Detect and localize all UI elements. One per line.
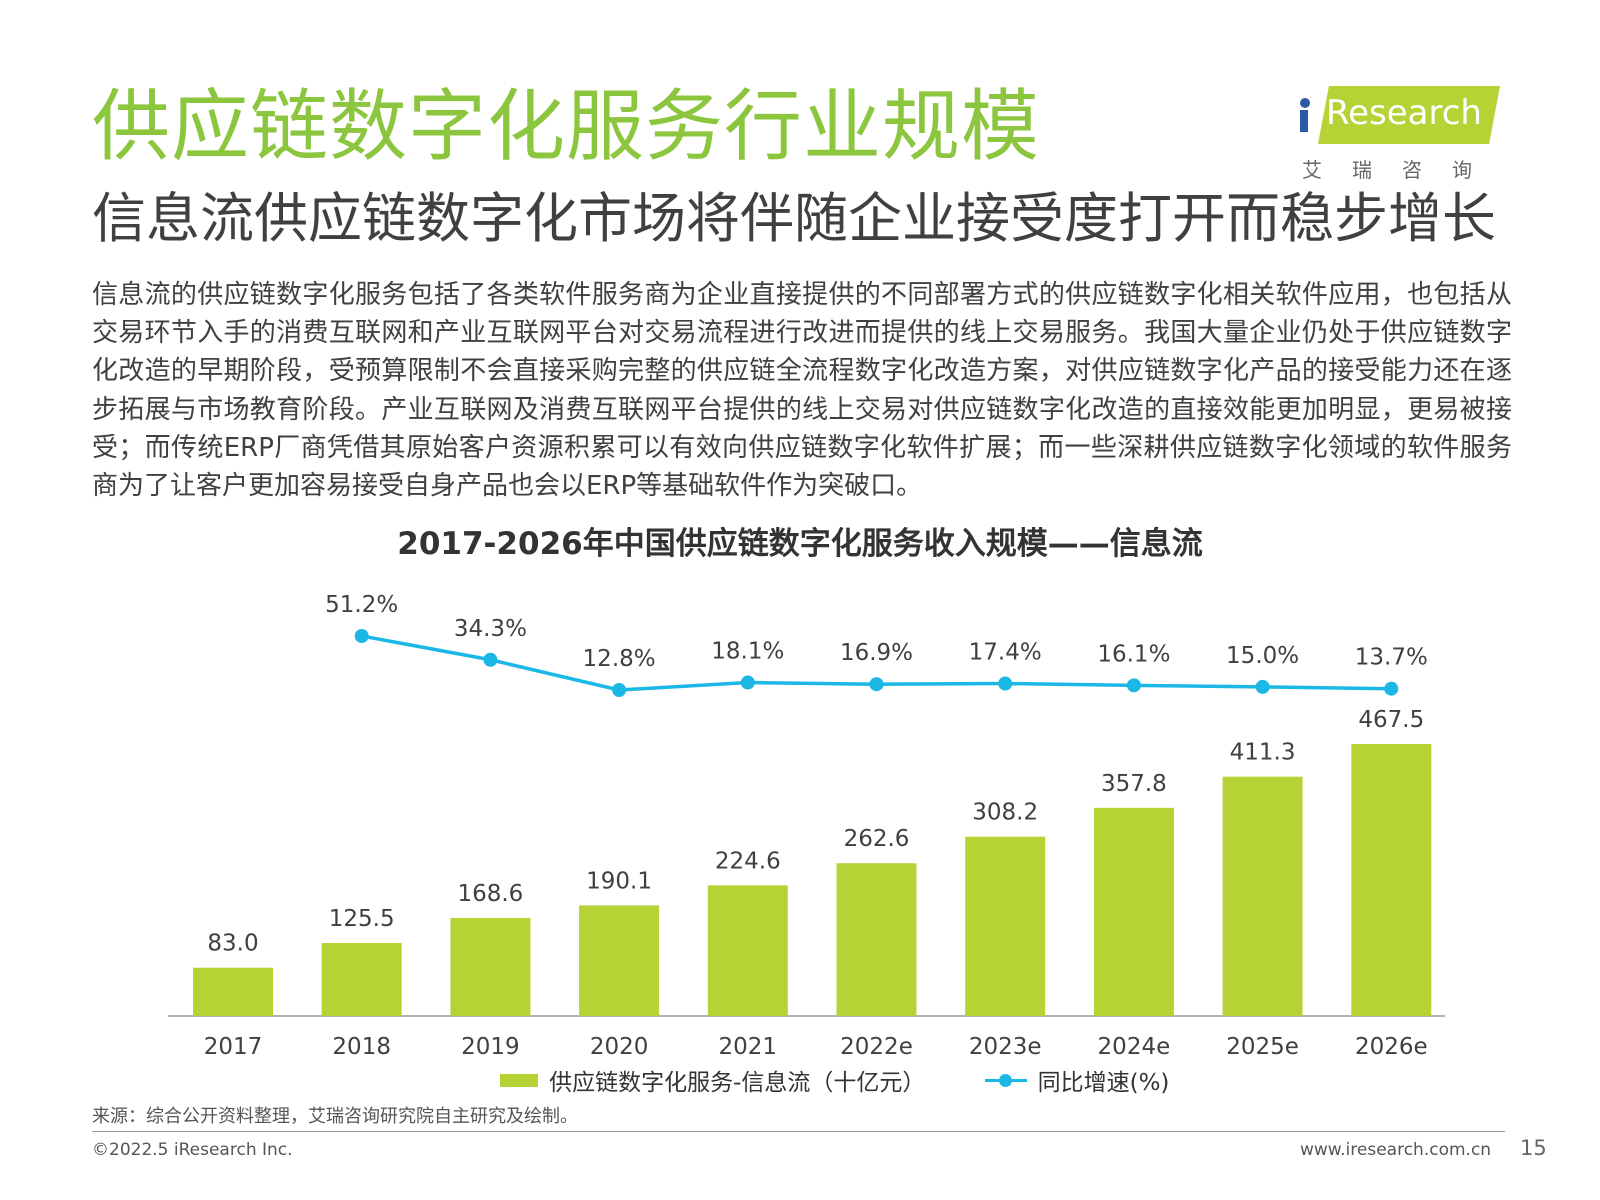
legend-swatch-bar [500, 1073, 538, 1087]
description-paragraph: 信息流的供应链数字化服务包括了各类软件服务商为企业直接提供的不同部署方式的供应链… [92, 280, 1512, 502]
bar-2024e [1093, 807, 1174, 1016]
growth-point-2024e [1126, 678, 1141, 693]
x-tick-label-2022e: 2022e [840, 1034, 913, 1060]
x-tick-label-2021: 2021 [719, 1034, 778, 1060]
x-tick-label-2024e: 2024e [1098, 1034, 1171, 1060]
growth-label-2023e: 17.4% [969, 640, 1042, 666]
growth-label-2021: 18.1% [711, 639, 784, 665]
legend-item-line: 同比增速(%) [984, 1063, 1170, 1097]
x-tick-label-2020: 2020 [590, 1034, 649, 1060]
bar-2020 [579, 905, 660, 1016]
growth-point-2019 [483, 652, 498, 667]
bar-value-label-2021: 224.6 [715, 848, 781, 874]
bar-value-label-2024e: 357.8 [1101, 771, 1167, 797]
bar-value-label-2020: 190.1 [586, 868, 652, 894]
x-tick-label-2025e: 2025e [1226, 1034, 1299, 1060]
website-text: www.iresearch.com.cn [1300, 1140, 1492, 1160]
page-subtitle: 信息流供应链数字化市场将伴随企业接受度打开而稳步增长 [92, 187, 1496, 250]
growth-point-2020 [612, 683, 627, 697]
x-tick-label-2019: 2019 [461, 1034, 520, 1060]
footer-divider [92, 1131, 1505, 1132]
bar-value-label-2025e: 411.3 [1230, 740, 1296, 766]
source-note: 来源：综合公开资料整理，艾瑞咨询研究院自主研究及绘制。 [92, 1106, 578, 1127]
copyright-text: ©2022.5 iResearch Inc. [92, 1140, 293, 1160]
bar-2022e [836, 863, 917, 1016]
logo-banner [1318, 86, 1500, 144]
logo-wordmark: Research [1326, 93, 1482, 133]
bar-2021 [707, 885, 788, 1016]
growth-point-2026e [1384, 681, 1399, 696]
growth-point-2022e [869, 677, 884, 692]
bar-2019 [450, 917, 531, 1016]
iresearch-logo: Research 艾瑞咨询 [1300, 82, 1500, 182]
growth-point-2023e [998, 676, 1013, 691]
legend-swatch-line [984, 1073, 1027, 1087]
bar-2017 [193, 967, 273, 1016]
chart-legend: 供应链数字化服务-信息流（十亿元） 同比增速(%) [500, 1063, 1223, 1096]
page-title: 供应链数字化服务行业规模 [92, 82, 1041, 172]
bar-2023e [965, 836, 1046, 1016]
growth-label-2020: 12.8% [583, 646, 656, 672]
growth-point-2021 [740, 675, 755, 690]
bar-value-label-2023e: 308.2 [972, 800, 1038, 826]
legend-item-bar: 供应链数字化服务-信息流（十亿元） [500, 1063, 925, 1097]
legend-label-bar: 供应链数字化服务-信息流（十亿元） [549, 1070, 926, 1096]
legend-label-line: 同比增速(%) [1037, 1070, 1170, 1096]
growth-label-2022e: 16.9% [840, 640, 913, 666]
bar-value-label-2018: 125.5 [329, 906, 395, 932]
x-tick-label-2026e: 2026e [1355, 1034, 1428, 1060]
bar-value-label-2017: 83.0 [207, 931, 258, 957]
bar-value-label-2022e: 262.6 [844, 826, 910, 852]
bar-2026e [1351, 744, 1432, 1016]
x-tick-label-2023e: 2023e [969, 1034, 1042, 1060]
bar-2025e [1222, 776, 1303, 1016]
growth-point-2018 [354, 629, 369, 643]
growth-label-2018: 51.2% [325, 592, 398, 618]
growth-label-2026e: 13.7% [1355, 645, 1428, 671]
growth-point-2025e [1255, 679, 1270, 694]
page-number: 15 [1520, 1136, 1547, 1160]
bar-value-label-2026e: 467.5 [1358, 707, 1424, 733]
bar-2018 [321, 942, 402, 1016]
growth-label-2019: 34.3% [454, 616, 527, 642]
x-tick-label-2017: 2017 [204, 1034, 263, 1060]
x-tick-label-2018: 2018 [332, 1034, 391, 1060]
logo-dot [1300, 98, 1310, 108]
logo-chinese-name: 艾瑞咨询 [1302, 158, 1502, 182]
growth-label-2024e: 16.1% [1097, 641, 1170, 667]
logo-i-stem [1300, 110, 1308, 132]
growth-label-2025e: 15.0% [1226, 643, 1299, 669]
chart-title: 2017-2026年中国供应链数字化服务收入规模——信息流 [397, 526, 1203, 562]
bar-value-label-2019: 168.6 [457, 881, 523, 907]
